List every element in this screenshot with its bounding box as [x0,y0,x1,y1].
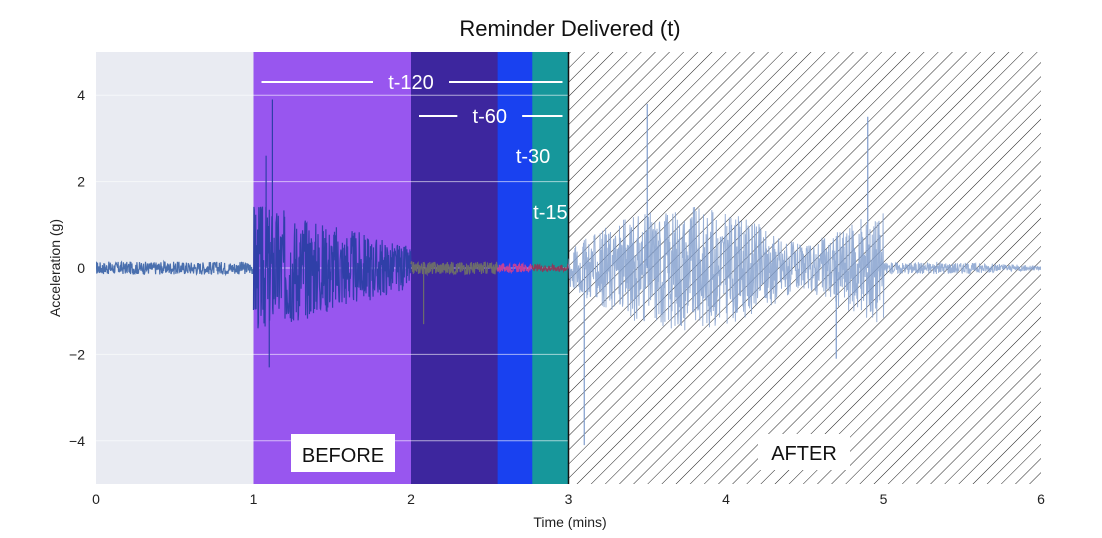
after-label-box [758,434,850,470]
x-tick-label: 3 [565,491,573,507]
x-tick-label: 5 [880,491,888,507]
x-tick-label: 1 [250,491,258,507]
axes: 0 1 2 3 4 5 6 −4 −2 0 2 4 [69,87,1045,507]
signal-segment [531,262,570,274]
x-tick-label: 6 [1037,491,1045,507]
y-tick-label: 4 [77,87,85,103]
window-label-t-15: t-15 [533,202,567,224]
y-axis-title: Acceleration (g) [47,219,63,317]
y-tick-label: 0 [77,260,85,276]
signal-segment [96,259,255,277]
x-axis-title: Time (mins) [533,514,606,530]
y-tick-label: −2 [69,346,85,362]
before-label-box [291,434,395,472]
window-label-t-60: t-60 [473,106,507,128]
x-tick-label: 2 [407,491,415,507]
before-label: BEFORE [302,445,384,467]
signal-layer [96,99,1041,446]
window-labels: t-120 t-60 t-30 t-15 [261,72,568,224]
window-label-t-30: t-30 [516,146,550,168]
chart-title: Reminder Delivered (t) [459,16,680,41]
x-tick-label: 0 [92,491,100,507]
x-tick-label: 4 [722,491,730,507]
y-tick-label: −4 [69,433,85,449]
y-tick-label: 2 [77,174,85,190]
after-label: AFTER [771,443,837,465]
signal-segment [497,261,533,275]
signal-segment [410,261,499,277]
window-label-t-120: t-120 [388,72,434,94]
signal-segment [252,206,412,329]
